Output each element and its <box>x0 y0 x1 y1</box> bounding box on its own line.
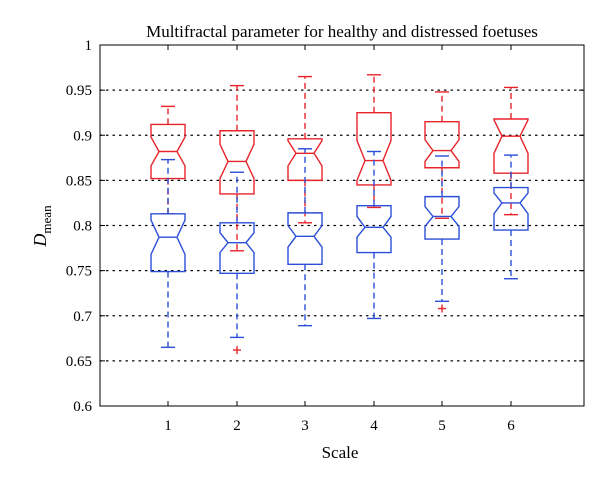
y-tick-label: 1 <box>85 38 93 54</box>
box-blue-scale-1 <box>150 158 186 349</box>
box-blue-scale-6 <box>493 154 529 280</box>
grid-lines <box>99 89 585 362</box>
x-tick-label: 4 <box>370 418 378 434</box>
x-axis-ticks: 1 2 3 4 5 6 <box>164 45 515 434</box>
notched-box <box>150 213 186 273</box>
notched-box <box>424 121 460 169</box>
box-red-scale-4 <box>356 74 392 209</box>
box-red-scale-2 <box>219 84 255 355</box>
y-axis-ticks: 0.6 0.65 0.7 0.75 0.8 0.85 0.9 0.95 1 <box>66 38 584 415</box>
notched-box <box>219 130 255 195</box>
y-tick-label: 0.6 <box>73 399 92 415</box>
x-tick-label: 3 <box>301 418 309 434</box>
x-tick-label: 5 <box>438 418 446 434</box>
box-blue-scale-2 <box>219 171 255 339</box>
box-red-scale-6 <box>493 86 529 216</box>
outlier-marker <box>233 346 241 355</box>
x-tick-label: 6 <box>507 418 515 434</box>
box-blue-scale-3 <box>287 148 323 327</box>
y-tick-label: 0.75 <box>66 264 92 280</box>
notched-box <box>219 222 255 275</box>
notched-box <box>424 195 460 240</box>
box-blue-scale-4 <box>356 150 392 320</box>
y-axis-label-subscript: mean <box>39 205 54 234</box>
y-tick-label: 0.85 <box>66 173 92 189</box>
box-blue-scale-5 <box>424 155 460 303</box>
notched-box <box>150 123 186 180</box>
notched-box <box>493 118 529 174</box>
box-plots <box>150 74 529 355</box>
outlier-marker <box>438 304 446 313</box>
notched-box <box>287 212 323 266</box>
x-axis-label: Scale <box>322 443 359 462</box>
box-red-scale-3 <box>287 75 323 224</box>
chart-title: Multifractal parameter for healthy and d… <box>146 22 538 41</box>
y-tick-label: 0.7 <box>73 309 92 325</box>
y-axis-label-main: D <box>30 234 50 248</box>
notched-box <box>287 138 323 182</box>
y-tick-label: 0.65 <box>66 354 92 370</box>
notched-box <box>493 186 529 231</box>
y-tick-label: 0.95 <box>66 83 92 99</box>
notched-box <box>356 111 392 186</box>
x-tick-label: 2 <box>233 418 241 434</box>
y-tick-label: 0.8 <box>73 219 92 235</box>
notched-box <box>356 204 392 254</box>
x-tick-label: 1 <box>164 418 172 434</box>
y-tick-label: 0.9 <box>73 128 92 144</box>
y-axis-label: Dmean <box>30 205 54 248</box>
